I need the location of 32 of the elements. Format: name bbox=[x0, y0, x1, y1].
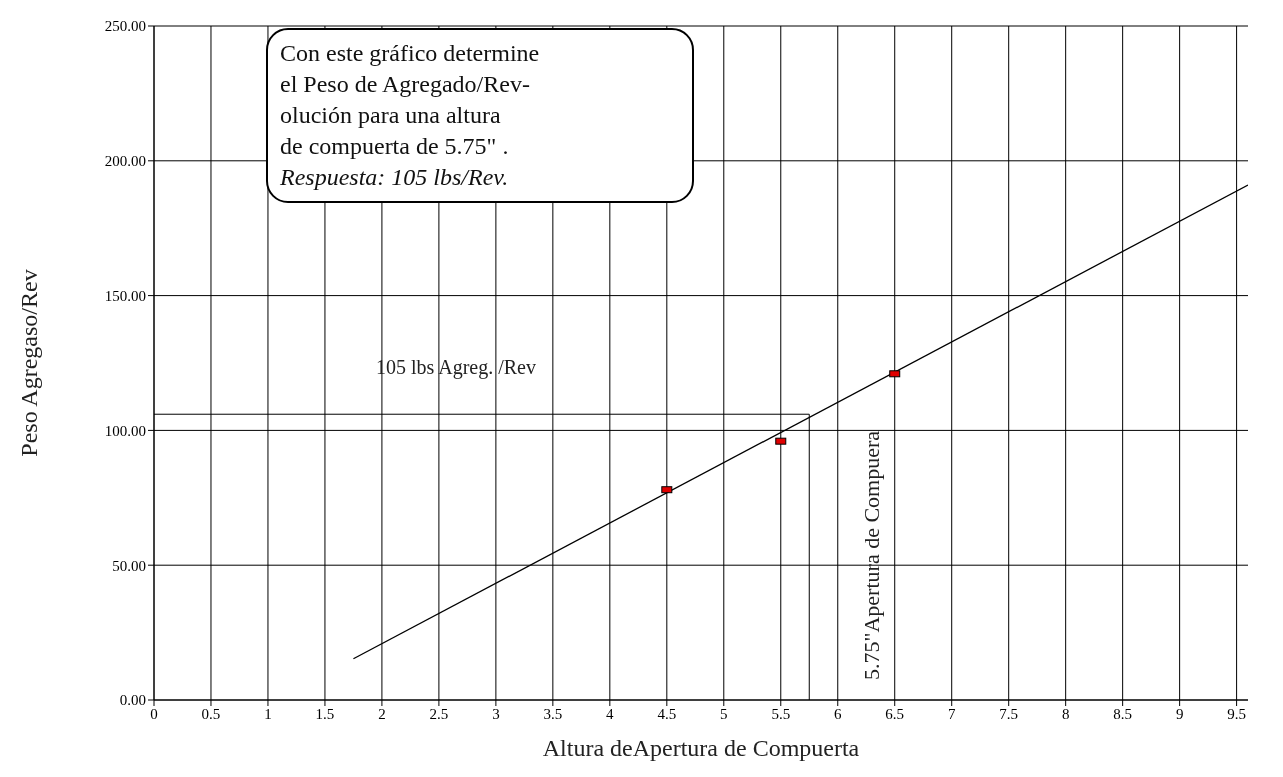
x-axis-title: Altura deApertura de Compuerta bbox=[542, 735, 860, 761]
x-tick-label: 0.5 bbox=[201, 705, 221, 722]
x-tick-label: 6.5 bbox=[885, 705, 905, 722]
x-tick-label: 3.5 bbox=[543, 705, 563, 722]
x-tick-label: 3 bbox=[492, 705, 500, 722]
x-tick-label: 1 bbox=[264, 705, 272, 722]
x-tick-label: 7.5 bbox=[999, 705, 1019, 722]
annotation: Respuesta: 105 lbs/Rev. bbox=[280, 163, 510, 192]
x-tick-label: 1.5 bbox=[315, 705, 335, 722]
x-tick-label: 9 bbox=[1175, 705, 1184, 722]
x-tick-label: 2 bbox=[378, 705, 386, 722]
y-tick-label: 200.00 bbox=[104, 153, 146, 170]
y-tick-label: 0.00 bbox=[119, 692, 146, 709]
x-tick-label: 4 bbox=[606, 705, 615, 722]
x-tick-label: 9.5 bbox=[1227, 705, 1246, 722]
annotation: Con este gráfico determine el Peso de Agregado/Rev- olución para una altura de compuerta de 5.75" . bbox=[280, 39, 541, 161]
y-tick-label: 150.00 bbox=[104, 287, 146, 304]
x-tick-label: 5 bbox=[720, 705, 728, 722]
x-tick-label: 6 bbox=[834, 705, 842, 722]
x-tick-label: 5.5 bbox=[771, 705, 791, 722]
x-tick-label: 8 bbox=[1061, 705, 1070, 722]
y-tick-label: 100.00 bbox=[104, 422, 146, 439]
y-tick-label: 250.00 bbox=[104, 18, 146, 35]
x-tick-label: 0 bbox=[150, 705, 158, 722]
y-axis-title: Peso Agregaso/Rev bbox=[15, 269, 42, 457]
x-tick-label: 4.5 bbox=[657, 705, 677, 722]
x-tick-label: 8.5 bbox=[1113, 705, 1133, 722]
callout-box: Con este gráfico determine el Peso de Agregado/Rev- olución para una altura de compuerta de 5.75" . Respuesta: 105 lbs/Rev. bbox=[266, 28, 694, 203]
ref-line-label: 5.75"Apertura de Compuera bbox=[859, 430, 885, 680]
x-tick-label: 7 bbox=[947, 705, 956, 722]
y-tick-label: 50.00 bbox=[112, 557, 146, 574]
x-tick-label: 2.5 bbox=[429, 705, 449, 722]
